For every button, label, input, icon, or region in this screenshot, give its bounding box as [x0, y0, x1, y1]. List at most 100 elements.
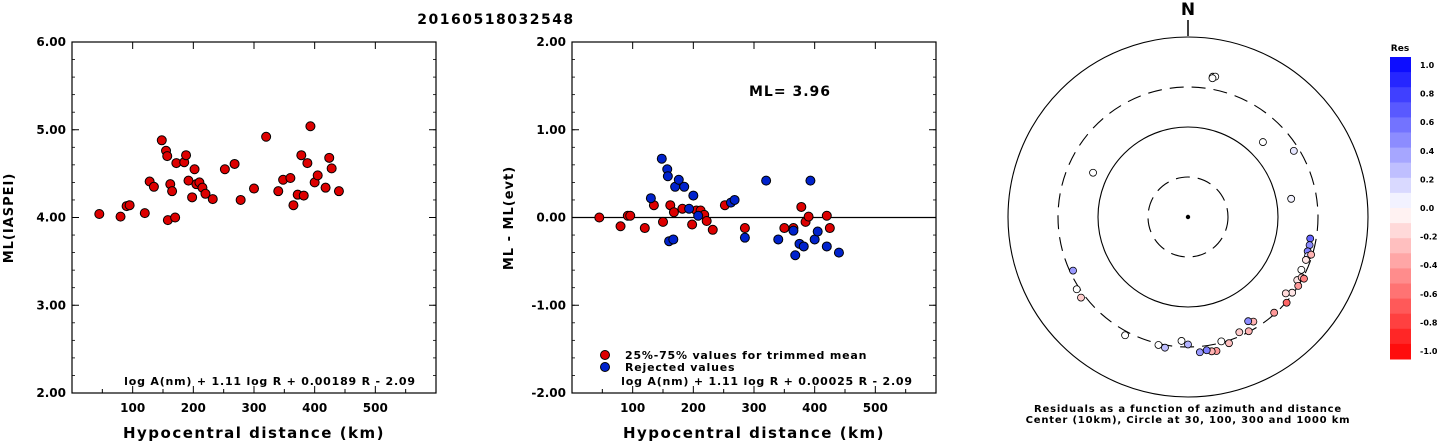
plot2-ytick-label: -2.00: [531, 386, 566, 400]
polar-station-point: [1294, 281, 1303, 290]
plot2-xtick-label: 500: [863, 401, 888, 415]
colorbar-label: 1.0: [1420, 61, 1435, 70]
polar-station-point: [1195, 348, 1204, 357]
polar-station-point: [1161, 343, 1169, 352]
plot2-data-point: [833, 247, 844, 258]
legend-label-trimmed: 25%-75% values for trimmed mean: [625, 349, 867, 362]
colorbar-label: -0.8: [1420, 318, 1437, 327]
polar-station-point: [1259, 138, 1267, 146]
plot2-data-point: [803, 211, 814, 222]
colorbar-cell: [1390, 283, 1411, 300]
colorbar-cell: [1390, 57, 1411, 73]
plot1-xtick-label: 300: [241, 401, 266, 415]
plot1-data-point: [235, 194, 246, 205]
plot2-data-point: [662, 171, 673, 182]
plot2-data-point: [821, 241, 832, 252]
plot1-data-point: [170, 212, 181, 223]
plot1-data-point: [324, 152, 335, 163]
plot2-data-point: [658, 216, 668, 227]
plot2-data-point: [739, 232, 750, 243]
plot1-data-point: [261, 131, 272, 142]
colorbar-label: 0.8: [1420, 90, 1435, 99]
polar-station-point: [1225, 339, 1233, 348]
plot2-data-point: [790, 250, 801, 261]
colorbar-title: Res: [1391, 44, 1409, 54]
plot1-data-point: [207, 194, 218, 205]
colorbar-cell: [1390, 102, 1411, 118]
plot2-xtick-label: 100: [620, 401, 645, 415]
plot1-data-point: [249, 183, 259, 194]
colorbar-label: 0.0: [1420, 204, 1435, 213]
plot1-frame: [71, 41, 437, 394]
legend-label-rejected: Rejected values: [625, 361, 735, 374]
plot2-data-point: [684, 203, 695, 214]
plot1-formula: log A(nm) + 1.11 log R + 0.00189 R - 2.0…: [124, 375, 416, 388]
polar-station-point: [1300, 274, 1308, 283]
plot2-data-point: [639, 223, 650, 234]
plot1-data-point: [302, 158, 313, 169]
residual-colorbar: Res 1.0 0.8 0.6 0.4 0.2 0.0 -0.2 -0.4 -0.6 -0.8 -1…: [1390, 44, 1437, 360]
plot2-data-point: [693, 210, 704, 221]
polar-center: [1185, 214, 1191, 220]
plot2-xtick-label: 400: [802, 401, 827, 415]
polar-station-point: [1184, 340, 1192, 349]
plot2-data-point: [679, 181, 690, 192]
plot1-data-point: [162, 151, 173, 162]
polar-station-point: [1121, 331, 1130, 340]
plot2-data-point: [739, 223, 750, 234]
colorbar-cell: [1390, 223, 1411, 239]
polar-station-point: [1306, 234, 1315, 243]
plot1-data-point: [124, 200, 135, 211]
plot1-data-point: [187, 192, 198, 203]
plot2-xlabel: Hypocentral distance (km): [623, 424, 885, 441]
polar-ring-30km: [1147, 176, 1229, 258]
plot1-data-point: [94, 208, 105, 219]
plot1-ylabel: ML(IASPEI): [2, 173, 17, 264]
polar-station-point: [1302, 256, 1310, 264]
plot2-ytick-label: -1.00: [531, 298, 566, 312]
polar-station-point: [1208, 74, 1217, 83]
plot2-data-point: [798, 241, 809, 252]
magnitude-vs-distance-plot: 100 200 300 400 500 2.00 3.00 4.00 5.00 6.00 log …: [2, 35, 437, 441]
plot1-data-point: [305, 121, 316, 132]
colorbar-cell: [1390, 328, 1411, 345]
polar-station-point: [1235, 328, 1244, 337]
plot1-ytick-label: 2.00: [36, 386, 66, 400]
polar-caption-line2: Center (10km), Circle at 30, 100, 300 an…: [1026, 415, 1351, 426]
plot1-ytick-label: 4.00: [36, 211, 66, 225]
plot1-data-point: [285, 173, 296, 184]
plot2-formula: log A(nm) + 1.11 log R + 0.00025 R - 2.0…: [621, 375, 913, 388]
polar-station-point: [1244, 327, 1253, 336]
plot2-data-point: [707, 224, 718, 235]
plot1-data-point: [219, 164, 230, 175]
plot2-data-point: [729, 194, 740, 205]
plot2-data-point: [656, 153, 667, 164]
plot1-data-point: [296, 150, 307, 161]
plot2-data-point: [673, 174, 684, 185]
plot1-data-point: [288, 200, 299, 211]
plot2-data-point: [788, 225, 799, 236]
plot1-data-point: [139, 208, 150, 219]
plot2-data-point: [625, 210, 636, 221]
colorbar-label: -1.0: [1420, 347, 1437, 356]
plot2-xtick-label: 300: [741, 401, 766, 415]
colorbar-cell: [1390, 117, 1411, 133]
colorbar-label: 0.2: [1420, 175, 1434, 184]
legend-marker-trimmed: [600, 350, 610, 360]
plot2-legend: 25%-75% values for trimmed mean Rejected…: [600, 349, 867, 374]
plot1-ytick-label: 3.00: [36, 298, 66, 312]
colorbar-label: -0.6: [1420, 290, 1437, 299]
colorbar-cell: [1390, 343, 1411, 360]
plot2-data-point: [687, 219, 698, 230]
colorbar-cell: [1390, 72, 1411, 88]
colorbar-label: -0.2: [1420, 233, 1437, 242]
plot1-data-point: [298, 190, 309, 201]
plot1-data-point: [181, 150, 192, 161]
polar-station-point: [1244, 317, 1253, 326]
plot2-ylabel: ML - ML(evt): [502, 166, 517, 270]
polar-station-point: [1217, 337, 1226, 346]
colorbar-cell: [1390, 238, 1411, 254]
plot2-data-point: [645, 193, 656, 204]
plot1-data-point: [312, 170, 323, 181]
polar-station-point: [1069, 266, 1077, 275]
